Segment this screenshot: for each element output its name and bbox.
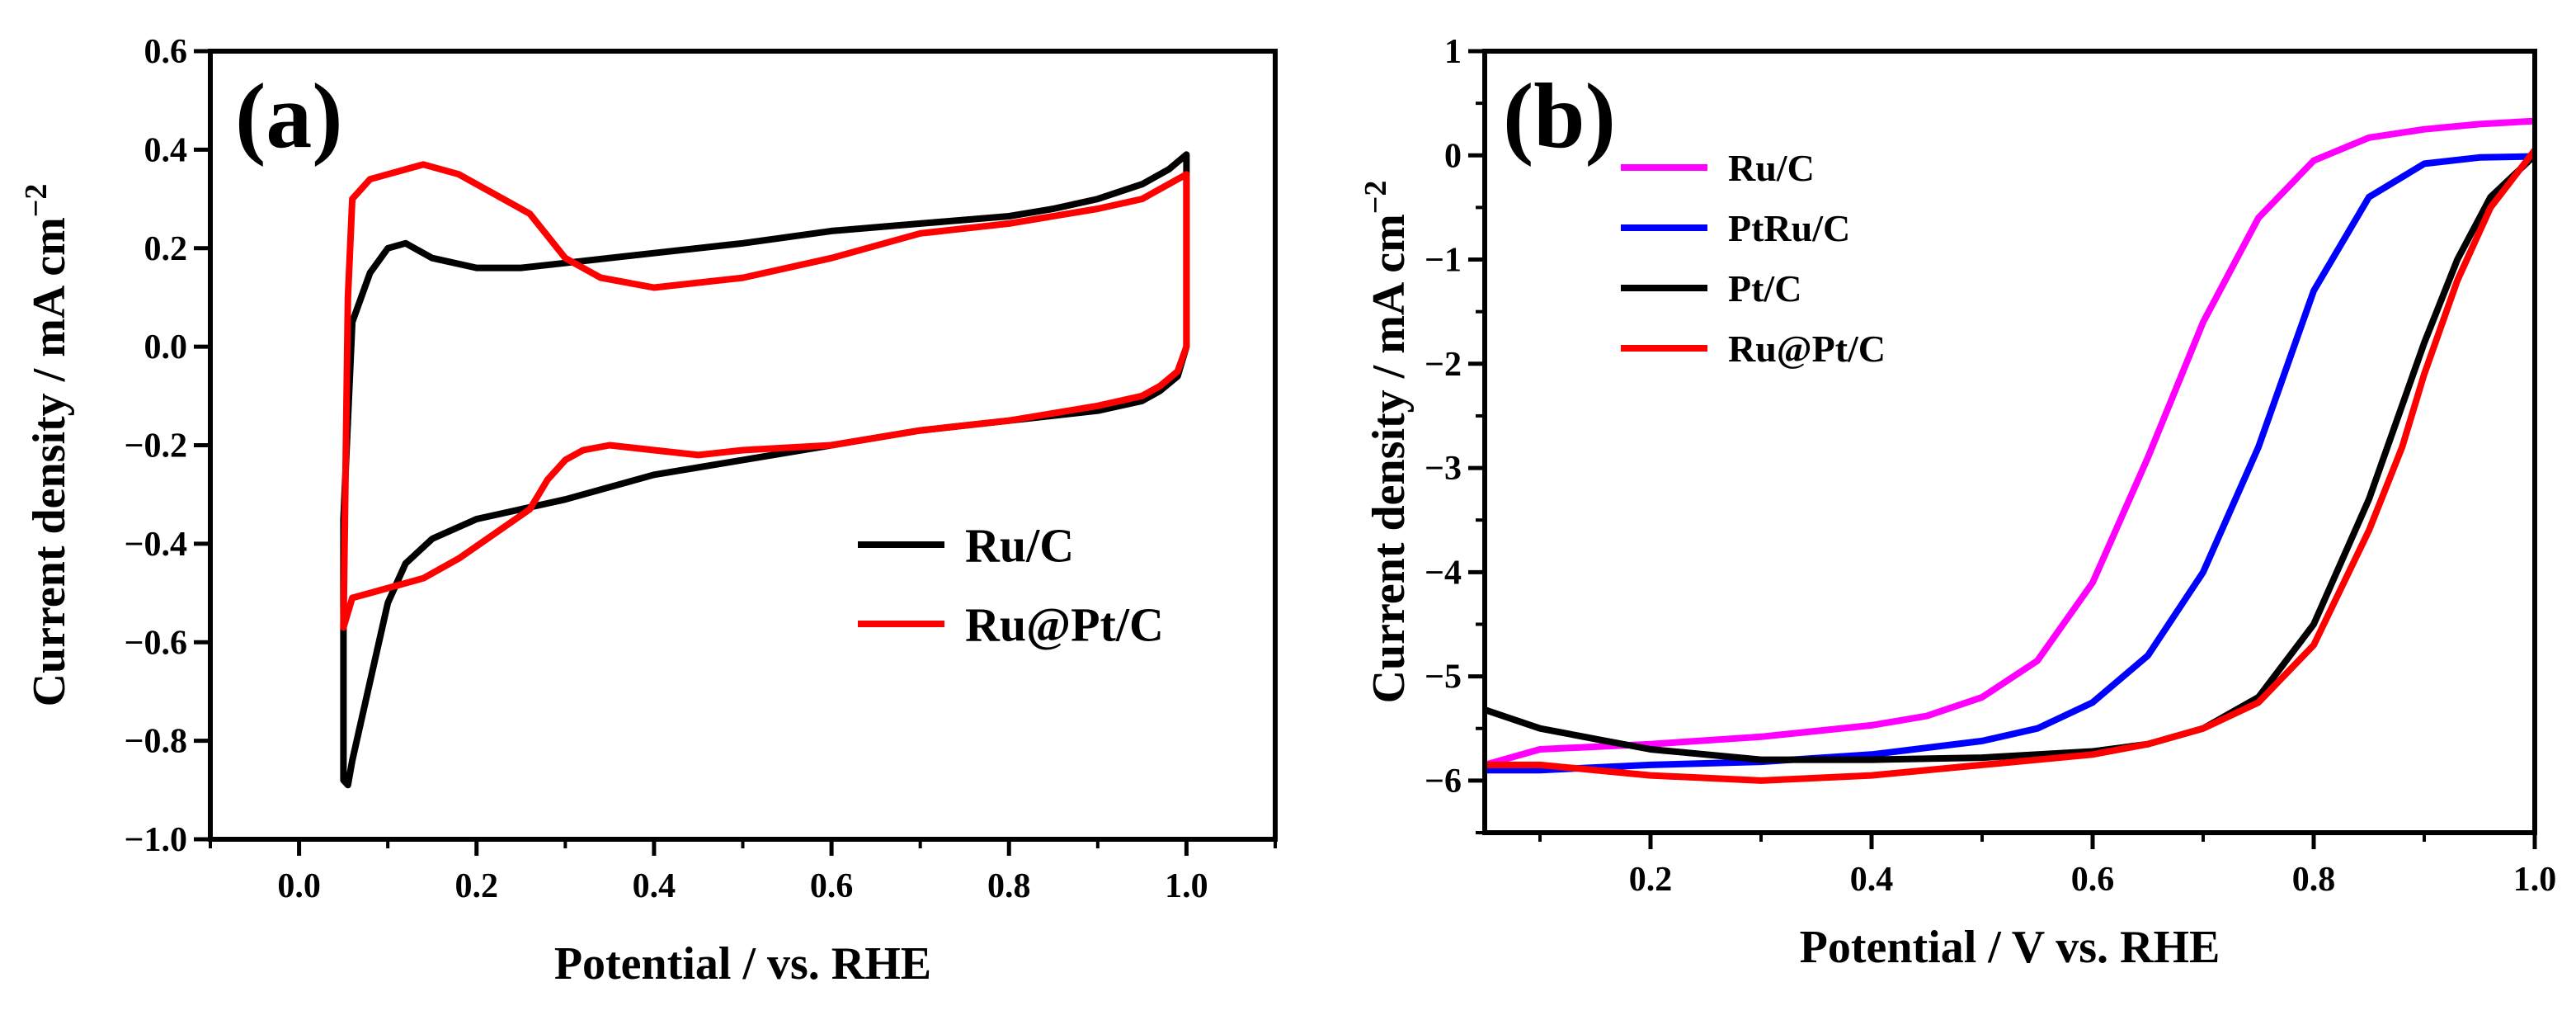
- panel-label: (a): [235, 65, 343, 168]
- y-axis-title: Current density / mA cm−2: [1359, 181, 1415, 704]
- series-group: [1485, 117, 2535, 784]
- legend-label: Ru/C: [1728, 147, 1815, 189]
- x-axis-title: Potential / V vs. RHE: [1800, 922, 2220, 973]
- y-tick-label: −4: [1425, 554, 1462, 592]
- x-axis-title: Potential / vs. RHE: [554, 938, 931, 989]
- y-tick-label: 0.2: [144, 230, 188, 268]
- series-line-1: [1485, 117, 2535, 768]
- y-tick-label: 0: [1444, 137, 1462, 175]
- x-tick-label: 0.2: [1629, 861, 1673, 899]
- x-tick-label: 0.0: [277, 867, 321, 905]
- y-tick-label: −0.2: [125, 427, 187, 465]
- series-line-3: [1485, 152, 2535, 763]
- series-line-1: [340, 151, 1190, 789]
- series-line-4: [1485, 147, 2535, 784]
- y-tick-label: 0.0: [144, 328, 188, 366]
- legend-label: Pt/C: [1728, 267, 1801, 309]
- x-tick-label: 0.4: [633, 867, 676, 905]
- series-line-2: [340, 161, 1190, 631]
- chart-panel-a: 0.0 0.2 0.4 0.6 0.8 1.0 −1.0 −0.8 −0.6 −0.4 −0.2 0.…: [19, 33, 1278, 989]
- axes-frame: [208, 49, 1278, 842]
- y-tick-label: −6: [1425, 763, 1462, 800]
- y-tick-label: −2: [1425, 346, 1462, 384]
- legend-label: Ru@Pt/C: [1728, 328, 1886, 370]
- x-tick-label: 0.8: [987, 867, 1031, 905]
- y-tick-label: 0.6: [144, 33, 188, 71]
- x-tick-label: 1.0: [2513, 861, 2557, 899]
- axes-frame: [1482, 49, 2537, 835]
- legend-label: PtRu/C: [1728, 207, 1850, 249]
- panel-label: (b): [1503, 65, 1616, 168]
- legend-label: Ru/C: [965, 518, 1074, 572]
- x-tick-label: 0.4: [1850, 861, 1894, 899]
- y-tick-label: −0.4: [125, 526, 187, 564]
- legend: Ru/C Ru@Pt/C: [858, 518, 1164, 651]
- y-tick-label: −0.8: [125, 723, 187, 761]
- y-tick-label: −3: [1425, 450, 1462, 488]
- y-axis-title: Current density / mA cm−2: [19, 184, 75, 707]
- x-tick-label: 0.6: [2071, 861, 2115, 899]
- y-tick-label: −1: [1425, 242, 1462, 280]
- chart-panel-b: 0.2 0.4 0.6 0.8 1.0 −6 −5 −4 −3 −2 −1 0 1 (b) Potentia…: [1359, 33, 2556, 973]
- x-tick-label: 0.8: [2292, 861, 2336, 899]
- y-tick-label: 0.4: [144, 131, 188, 169]
- legend: Ru/C PtRu/C Pt/C Ru@Pt/C: [1621, 147, 1886, 370]
- x-tick-label: 0.2: [455, 867, 499, 905]
- legend-label: Ru@Pt/C: [965, 597, 1164, 651]
- y-tick-label: −0.6: [125, 624, 187, 662]
- y-tick-label: 1: [1444, 33, 1462, 71]
- series-line-2: [1485, 153, 2535, 774]
- y-tick-label: −5: [1425, 659, 1462, 697]
- series-group: [340, 151, 1190, 789]
- x-tick-label: 1.0: [1165, 867, 1208, 905]
- x-tick-label: 0.6: [810, 867, 854, 905]
- y-tick-label: −1.0: [125, 821, 187, 859]
